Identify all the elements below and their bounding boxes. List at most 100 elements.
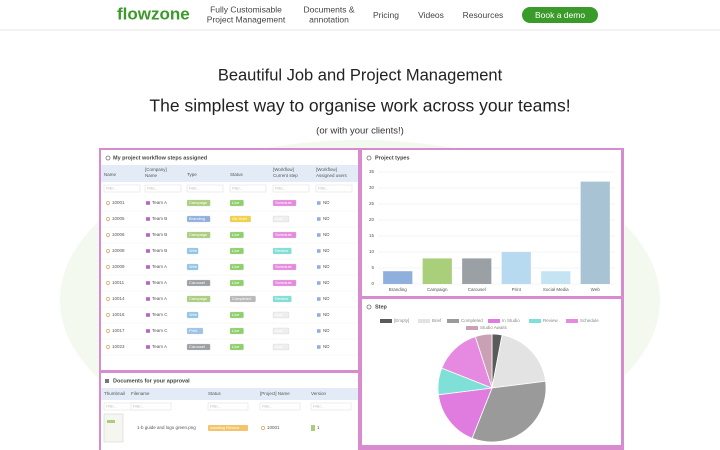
column-header: Current step [273, 173, 298, 178]
column-header: [Project] Name [260, 391, 290, 396]
team-name: Team B [152, 232, 167, 237]
nav-link[interactable]: Fully Customisable [210, 4, 282, 14]
user-icon [317, 201, 321, 205]
filter-input [186, 184, 224, 193]
row-id: 10008 [112, 248, 125, 253]
version-icon [311, 425, 315, 431]
x-tick-label: Branding [389, 287, 408, 292]
tag [186, 327, 204, 335]
tag-label: Completed [232, 296, 251, 301]
legend-swatch [447, 319, 459, 323]
hero-subtitle: The simplest way to organise work across… [149, 96, 570, 116]
panel-title: Project types [375, 155, 410, 161]
tag-label: Schedule [275, 200, 292, 205]
tag [229, 343, 244, 351]
tag-label: Schedule [275, 264, 292, 269]
x-tick-label: Carousel [468, 287, 486, 292]
filter-input [130, 402, 172, 411]
column-header: Name [104, 172, 117, 177]
user-label: ND [323, 216, 330, 221]
row-id: 10005 [112, 216, 125, 221]
bar [541, 271, 571, 284]
tag-label: Live [232, 232, 240, 237]
row-icon [106, 233, 110, 237]
row-id: 10009 [112, 264, 125, 269]
row-icon [106, 281, 110, 285]
logo[interactable]: flowzone [117, 4, 190, 23]
legend-swatch [488, 319, 500, 323]
row-id: 10017 [112, 328, 125, 333]
tag [186, 231, 211, 239]
nav-link[interactable]: Videos [418, 10, 444, 20]
nav-link[interactable]: Documents & [303, 4, 354, 14]
team-name: Team B [152, 248, 167, 253]
tag [186, 343, 211, 351]
user-label: ND [323, 280, 330, 285]
thumbnail-detail [107, 420, 115, 423]
tag [208, 425, 248, 431]
tag [272, 263, 297, 271]
table-header [101, 388, 358, 400]
tag-label: Campaign [189, 200, 207, 205]
tag-label: Carousel [189, 344, 205, 349]
nav-link[interactable]: annotation [309, 14, 349, 24]
tag-label: Brief [275, 216, 284, 221]
user-icon [317, 249, 321, 253]
row-icon [106, 313, 110, 317]
tag [186, 279, 211, 287]
y-tick-label: 25 [369, 201, 375, 206]
team-name: Team A [152, 264, 167, 269]
panel-title: Step [375, 304, 388, 310]
user-icon [317, 217, 321, 221]
tag-label: Live [232, 200, 240, 205]
filter-input [103, 184, 141, 193]
tag-label: Web [189, 312, 198, 317]
bar [501, 252, 531, 284]
tag [229, 215, 251, 223]
legend-label: [Empty] [394, 318, 409, 323]
row-id: 10001 [112, 200, 125, 205]
column-header: Status [208, 391, 222, 396]
tag-label: Live [232, 344, 240, 349]
nav-link[interactable]: Project Management [207, 14, 286, 24]
column-header: [Workflow] [316, 167, 337, 172]
nav-link[interactable]: Pricing [373, 10, 399, 20]
hero-title: Beautiful Job and Project Management [218, 66, 503, 84]
filter-placeholder: Filter... [318, 187, 329, 191]
tag [186, 295, 211, 303]
tag [229, 247, 244, 255]
legend-swatch [529, 319, 541, 323]
filter-input [310, 402, 352, 411]
cta-button[interactable] [522, 7, 598, 23]
tag [272, 327, 290, 335]
row-id: 10023 [112, 344, 125, 349]
column-header: Version [311, 391, 327, 396]
tag [229, 279, 244, 287]
filter-input [144, 184, 182, 193]
tag [186, 263, 199, 271]
pie-slice [474, 333, 493, 389]
nav-link[interactable]: Resources [463, 10, 504, 20]
legend-label: Brief [432, 318, 442, 323]
tag-label: Print [189, 328, 198, 333]
team-name: Team C [152, 328, 168, 333]
column-header: [Company] [145, 167, 167, 172]
tag-label: Brief [275, 328, 284, 333]
cta-label[interactable]: Book a demo [535, 10, 585, 20]
legend-label: Schedule [580, 318, 599, 323]
tag [272, 279, 297, 287]
tag [229, 263, 244, 271]
filter-placeholder: Filter... [106, 187, 117, 191]
tag [229, 327, 244, 335]
tag-label: Review [275, 248, 288, 253]
tag [272, 199, 297, 207]
legend-label: Review [543, 318, 559, 323]
tag [272, 343, 290, 351]
column-header: Type [187, 172, 197, 177]
filter-placeholder: Filter... [210, 405, 221, 409]
tag-label: Web [189, 264, 198, 269]
row-icon [261, 426, 265, 430]
y-tick-label: 35 [369, 169, 375, 174]
filter-placeholder: Filter... [232, 187, 243, 191]
user-label: ND [323, 312, 330, 317]
